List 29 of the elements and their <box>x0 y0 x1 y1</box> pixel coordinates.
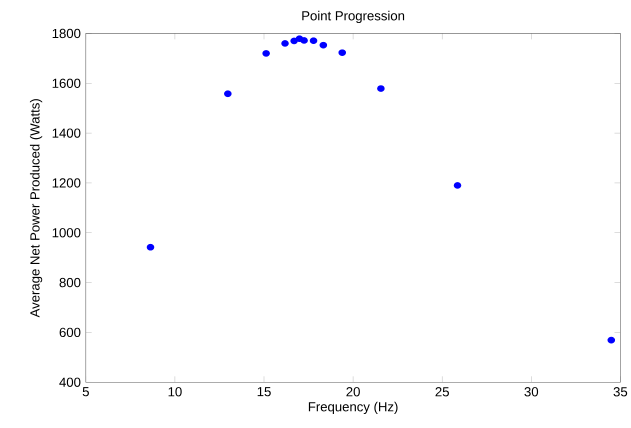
point <box>224 90 232 98</box>
y-axis-title: Average Net Power Produced (Watts) <box>30 99 42 318</box>
point <box>454 182 462 189</box>
x-tick-label: 5 <box>82 387 89 396</box>
y-tick-label: 1200 <box>52 178 80 188</box>
x-tick-label: 15 <box>258 387 271 396</box>
point <box>310 37 318 44</box>
x-tick-label: 25 <box>436 387 449 396</box>
x-tick-label: 20 <box>346 387 360 396</box>
y-tick-label: 1000 <box>52 228 80 238</box>
y-tick-label: 600 <box>60 328 80 338</box>
point <box>338 49 346 56</box>
x-tick-label: 10 <box>168 387 182 396</box>
point <box>146 244 154 251</box>
point <box>262 50 270 57</box>
y-tick-label: 1800 <box>52 28 80 38</box>
point <box>377 85 385 92</box>
y-tick-label: 1600 <box>52 78 80 88</box>
x-tick-label: 35 <box>614 387 628 396</box>
y-tick-label: 1400 <box>52 128 80 138</box>
chart-title: Point Progression <box>302 10 404 24</box>
point <box>300 37 308 44</box>
point <box>281 40 289 47</box>
y-tick-label: 800 <box>60 278 80 288</box>
point <box>608 336 616 344</box>
point <box>320 42 328 49</box>
x-tick-label: 30 <box>524 387 538 396</box>
x-axis-title: Frequency (Hz) <box>308 402 398 414</box>
y-tick-label: 400 <box>59 378 80 387</box>
